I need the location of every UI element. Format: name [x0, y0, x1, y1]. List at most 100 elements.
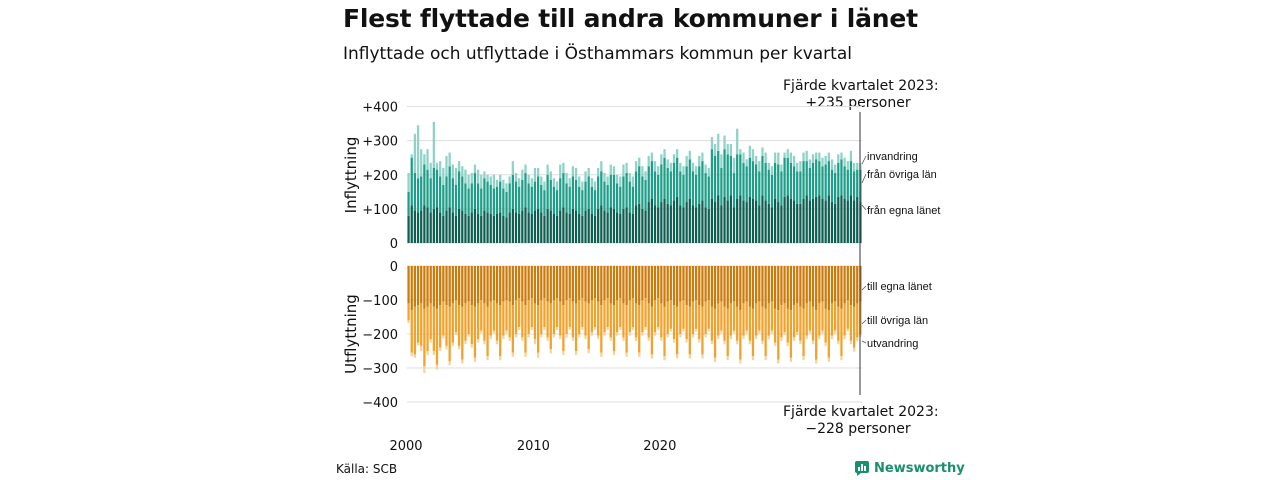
bar-in-egna	[413, 210, 417, 243]
bar-ut-utvandring	[694, 328, 698, 332]
bar-in-invandring	[660, 154, 663, 165]
bar-in-invandring	[527, 174, 530, 184]
bar-in-ovriga	[631, 186, 635, 214]
y-tick-label: −400	[362, 396, 398, 411]
bar-in-egna	[495, 213, 499, 243]
bar-ut-egna	[527, 266, 530, 300]
bar-in-ovriga	[600, 171, 603, 206]
bar-ut-egna	[593, 266, 597, 299]
bar-in-egna	[625, 207, 628, 243]
annotation-leader	[861, 173, 867, 184]
bar-in-egna	[713, 202, 717, 243]
bar-ut-ovriga	[555, 298, 559, 328]
bar-in-invandring	[543, 181, 546, 191]
bar-ut-utvandring	[691, 334, 695, 338]
bar-in-invandring	[748, 145, 751, 158]
bar-in-egna	[739, 195, 742, 243]
bar-ut-ovriga	[435, 308, 439, 365]
bar-ut-utvandring	[489, 335, 492, 340]
bar-in-ovriga	[426, 169, 429, 208]
bar-ut-egna	[413, 266, 417, 307]
bar-in-egna	[852, 200, 856, 243]
bar-in-egna	[552, 213, 556, 243]
bar-in-invandring	[492, 174, 496, 189]
bar-ut-egna	[565, 266, 568, 300]
bar-ut-ovriga	[827, 310, 830, 358]
bar-ut-egna	[581, 266, 584, 299]
bar-in-ovriga	[429, 178, 432, 213]
bar-in-invandring	[549, 171, 552, 180]
bar-ut-egna	[571, 266, 575, 302]
bar-in-invandring	[821, 157, 824, 167]
y-axis-label-utflyttning: Utflyttning	[342, 294, 360, 374]
bar-ut-ovriga	[736, 306, 739, 341]
bar-ut-utvandring	[631, 327, 635, 330]
bar-in-invandring	[600, 161, 603, 172]
brand-logo[interactable]: Newsworthy	[855, 461, 965, 476]
bar-in-ovriga	[660, 164, 663, 203]
bar-ut-egna	[622, 266, 625, 304]
bar-in-invandring	[574, 167, 578, 180]
bar-ut-egna	[432, 266, 435, 307]
bar-in-ovriga	[653, 171, 657, 206]
bar-ut-egna	[555, 266, 559, 299]
bar-ut-egna	[530, 266, 533, 299]
bar-in-ovriga	[432, 167, 435, 209]
bar-ut-utvandring	[587, 349, 590, 354]
bar-ut-utvandring	[688, 354, 691, 359]
bar-in-ovriga	[808, 167, 811, 201]
bar-in-egna	[505, 217, 508, 243]
bar-in-egna	[600, 205, 603, 243]
bar-in-invandring	[830, 159, 834, 170]
bar-ut-ovriga	[423, 308, 426, 367]
bar-ut-ovriga	[710, 306, 714, 341]
bar-ut-egna	[682, 266, 685, 300]
bar-in-egna	[764, 200, 767, 243]
bar-ut-ovriga	[432, 306, 435, 351]
bar-in-ovriga	[751, 161, 755, 199]
bar-ut-egna	[729, 266, 732, 304]
bar-ut-utvandring	[584, 335, 587, 340]
bar-ut-ovriga	[521, 301, 524, 338]
bar-ut-utvandring	[852, 347, 856, 352]
bar-ut-utvandring	[679, 334, 682, 338]
bar-ut-ovriga	[824, 308, 827, 343]
bar-in-ovriga	[796, 171, 799, 204]
bar-in-invandring	[612, 166, 616, 175]
bar-in-ovriga	[777, 164, 780, 203]
bar-in-invandring	[555, 181, 559, 191]
bar-ut-utvandring	[495, 340, 499, 345]
bar-in-invandring	[638, 157, 641, 167]
bar-in-egna	[540, 212, 543, 243]
bar-ut-ovriga	[650, 306, 654, 355]
bar-ut-ovriga	[676, 306, 679, 355]
bar-in-egna	[461, 210, 464, 243]
bar-ut-egna	[777, 266, 780, 311]
bar-ut-ovriga	[830, 303, 834, 336]
bar-in-egna	[682, 207, 685, 243]
bar-ut-utvandring	[407, 320, 410, 324]
bar-in-egna	[660, 202, 663, 243]
bar-ut-ovriga	[559, 301, 562, 336]
bar-ut-ovriga	[720, 301, 723, 331]
bar-ut-egna	[420, 266, 423, 304]
bar-in-egna	[483, 210, 486, 243]
bar-in-invandring	[837, 154, 840, 163]
bar-ut-egna	[615, 266, 619, 300]
bar-in-invandring	[571, 166, 575, 177]
bar-in-egna	[514, 212, 518, 243]
bar-in-egna	[435, 207, 439, 243]
bar-in-egna	[530, 213, 533, 243]
bar-in-invandring	[458, 161, 461, 172]
y-tick-label: 0	[390, 237, 398, 252]
bar-ut-utvandring	[502, 335, 505, 340]
bar-ut-ovriga	[470, 305, 473, 345]
bar-in-ovriga	[508, 183, 511, 213]
bar-ut-egna	[489, 266, 492, 302]
bar-ut-ovriga	[590, 300, 593, 333]
bar-in-egna	[499, 212, 502, 243]
bar-ut-ovriga	[755, 303, 758, 336]
bar-ut-ovriga	[843, 303, 846, 336]
bar-ut-utvandring	[527, 334, 530, 338]
bar-ut-utvandring	[565, 334, 568, 338]
